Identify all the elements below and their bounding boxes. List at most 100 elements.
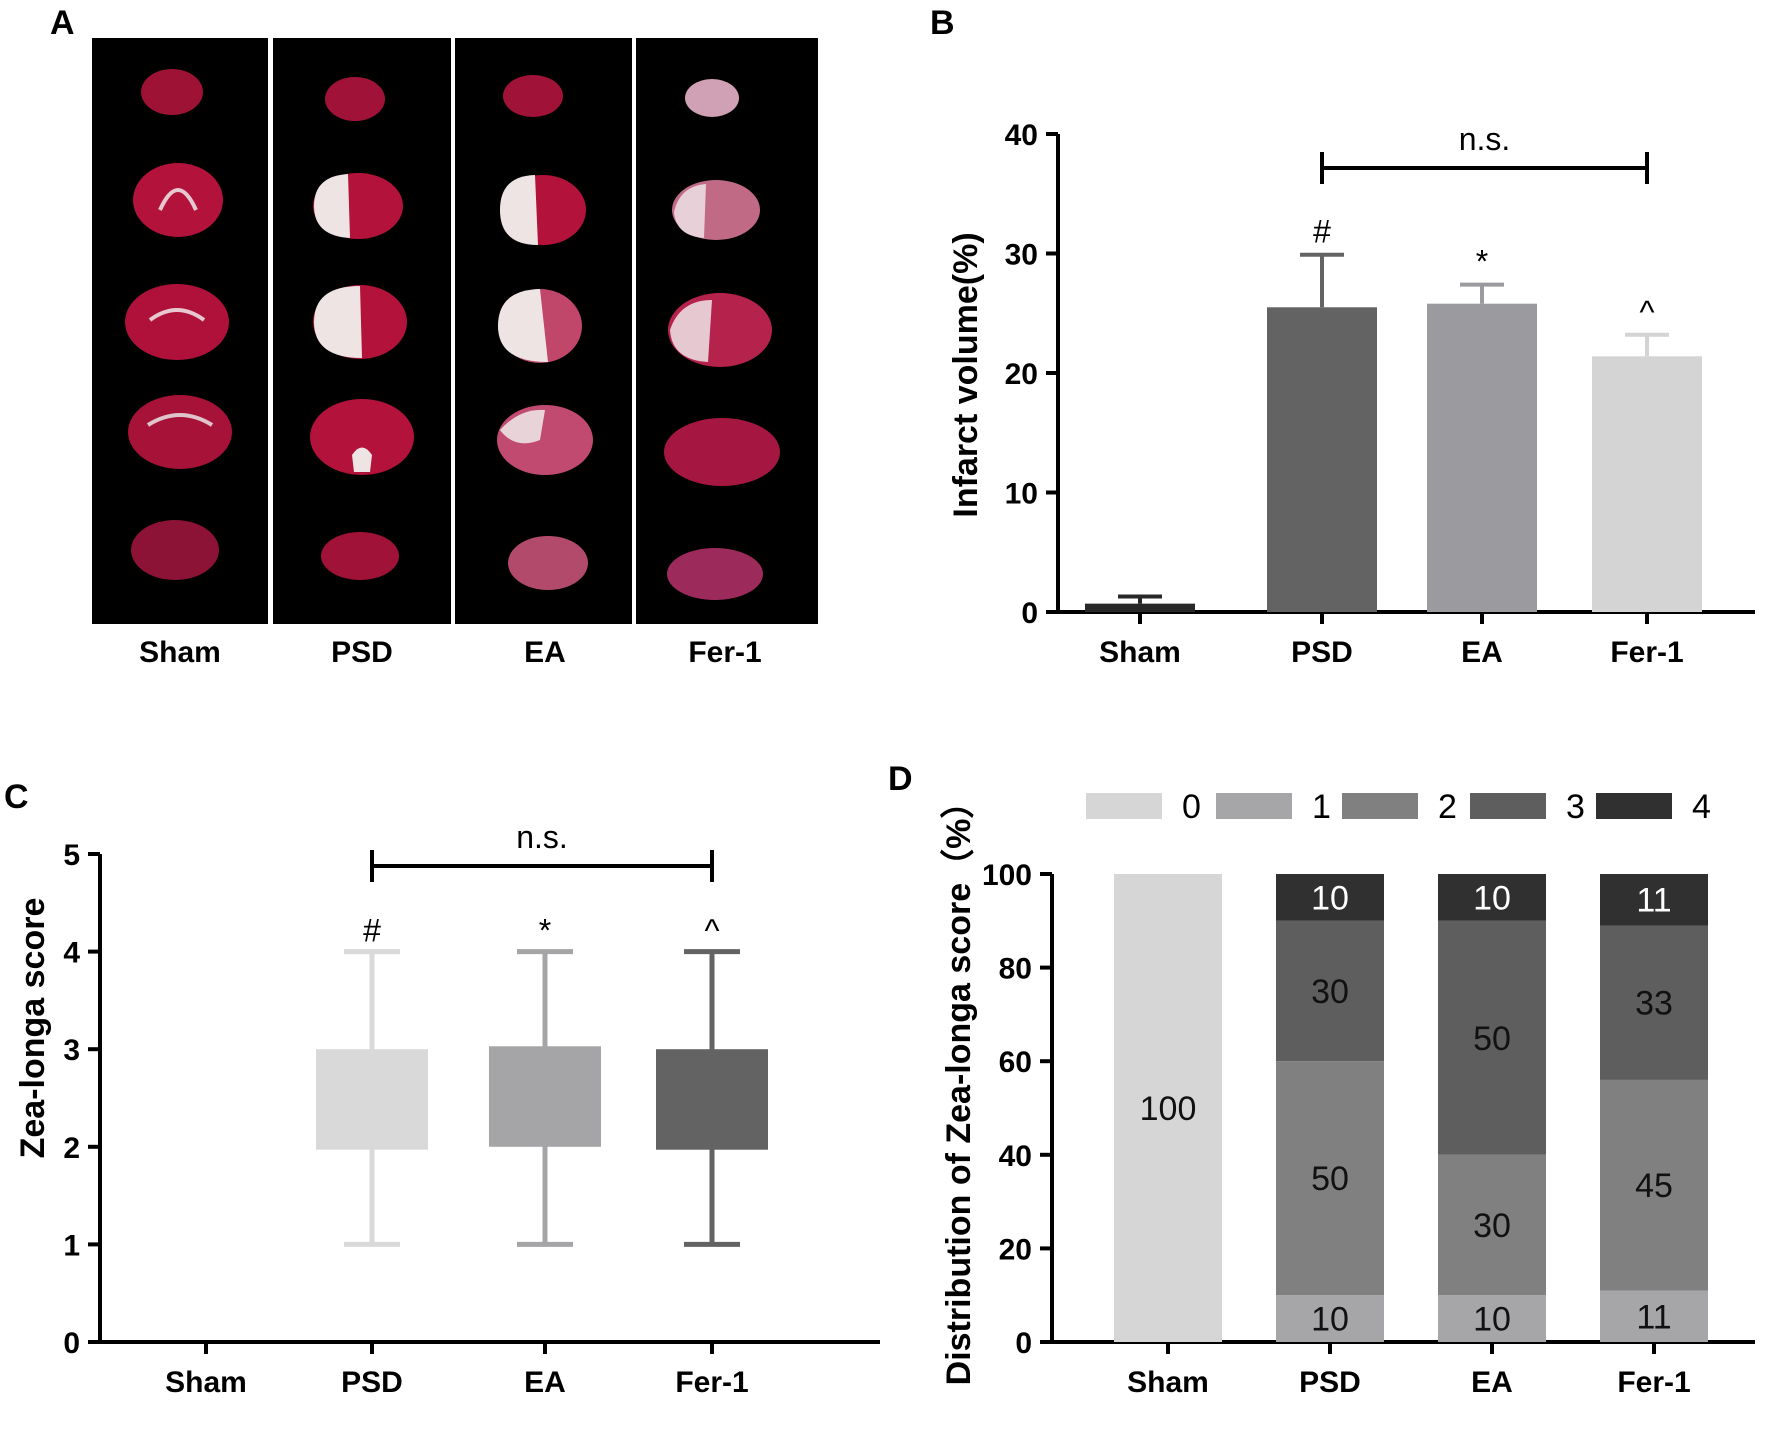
slice-set-ea (497, 75, 593, 590)
legend-label: 1 (1312, 788, 1331, 826)
photo-group-label-psd: PSD (331, 636, 393, 669)
segment-value-label: 30 (1311, 973, 1349, 1011)
brain-slice (325, 77, 385, 121)
bracket-label: n.s. (516, 819, 568, 855)
legend-label: 0 (1182, 788, 1201, 826)
box (489, 1046, 601, 1147)
stack-segment (1276, 874, 1384, 921)
x-tick-label: EA (1461, 636, 1503, 669)
brain-slice-highlight (148, 308, 206, 322)
segment-value-label: 11 (1636, 1298, 1671, 1336)
panel-label-d: D (888, 760, 913, 798)
brain-slice (508, 536, 588, 590)
segment-value-label: 100 (1140, 1090, 1197, 1128)
y-tick-label: 80 (999, 953, 1032, 986)
bars: # * ^ n.s. (1085, 121, 1702, 612)
panel-label-c: C (4, 778, 29, 816)
brain-slice (321, 532, 399, 580)
panel-label-a: A (50, 4, 75, 42)
y-tick-label: 0 (1021, 597, 1038, 630)
segment-value-label: 10 (1311, 1301, 1349, 1339)
x-tick-label: EA (524, 1366, 566, 1399)
photo-group-label-fer1: Fer-1 (688, 636, 761, 669)
boxes: # * ^ n.s. (316, 819, 768, 1247)
y-tick-label: 40 (999, 1140, 1032, 1173)
stack-segment (1114, 874, 1222, 1342)
significance-mark: * (1476, 244, 1488, 280)
brain-slice (131, 520, 219, 580)
infarct-area (352, 447, 372, 472)
infarct-area (674, 184, 706, 238)
significance-mark: # (1313, 214, 1331, 250)
bracket-label: n.s. (1459, 121, 1511, 157)
significance-mark: ^ (1639, 294, 1654, 330)
y-tick-label: 40 (1005, 119, 1038, 152)
segment-value-label: 50 (1311, 1160, 1349, 1198)
x-tick-label: PSD (341, 1366, 403, 1399)
infarct-area (498, 289, 548, 362)
infarct-area (670, 300, 712, 362)
stack-segment (1600, 874, 1708, 926)
slice-set-sham (125, 69, 232, 580)
stack-segment (1438, 920, 1546, 1155)
legend-swatch (1216, 793, 1292, 819)
significance-mark: ^ (704, 913, 719, 949)
stack-segment (1438, 874, 1546, 921)
legend-swatch (1470, 793, 1546, 819)
y-tick-label: 100 (982, 859, 1032, 892)
legend-swatch (1086, 793, 1162, 819)
bar (1267, 307, 1377, 612)
y-tick-label: 4 (63, 937, 80, 970)
stack-segment (1276, 1061, 1384, 1296)
y-tick-label: 30 (1005, 239, 1038, 272)
y-tick-label: 60 (999, 1046, 1032, 1079)
stack-segment (1438, 1154, 1546, 1296)
legend-swatch (1596, 793, 1672, 819)
y-tick-label: 10 (1005, 478, 1038, 511)
x-tick-label: Fer-1 (675, 1366, 748, 1399)
infarct-area (500, 175, 538, 245)
slice-set-fer1 (664, 79, 780, 600)
significance-mark: # (363, 913, 381, 949)
segment-value-label: 10 (1311, 879, 1349, 917)
axes: 0 20 40 60 80 100 Sham PSD EA Fer-1 (982, 859, 1755, 1399)
stack-segment (1600, 925, 1708, 1080)
y-tick-label: 20 (999, 1233, 1032, 1266)
stack-segment (1438, 1295, 1546, 1342)
legend-label: 3 (1566, 788, 1585, 826)
zea-longa-box-plot: Zea-longa score 0 1 2 3 4 5 Sham PSD EA Fer-1 # * ^… (14, 819, 880, 1399)
legend-swatch (1342, 793, 1418, 819)
panel-label-b: B (930, 4, 955, 42)
legend-label: 2 (1438, 788, 1457, 826)
segment-value-label: 10 (1473, 1301, 1511, 1339)
y-tick-label: 1 (63, 1229, 80, 1262)
slice-set-psd (310, 77, 414, 580)
brain-slice (667, 548, 763, 600)
infarct-area (314, 174, 350, 238)
legend-label: 4 (1692, 788, 1711, 826)
x-tick-label: Fer-1 (1617, 1366, 1690, 1399)
y-tick-label: 20 (1005, 358, 1038, 391)
stacked-bars: 100 10 50 30 10 10 30 50 10 11 45 33 11 (1114, 874, 1708, 1342)
x-tick-label: Sham (165, 1366, 247, 1399)
bar (1085, 603, 1195, 612)
infarct-area (500, 409, 545, 444)
stack-segment (1276, 920, 1384, 1062)
segment-value-label: 33 (1635, 985, 1673, 1023)
y-tick-label: 3 (63, 1034, 80, 1067)
stack-segment (1276, 1295, 1384, 1342)
y-axis-title: Distribution of Zea-longa score（%） (939, 785, 978, 1386)
bar (1592, 356, 1702, 612)
legend: 0 1 2 3 4 (1086, 788, 1711, 826)
photo-group-label-ea: EA (524, 636, 566, 669)
y-axis-title: Zea-longa score (14, 898, 52, 1159)
y-tick-label: 2 (63, 1132, 80, 1165)
brain-slice (133, 163, 223, 237)
y-axis-title: Infarct volume(%) (947, 232, 985, 517)
axes: 0 1 2 3 4 5 Sham PSD EA Fer-1 (63, 839, 880, 1399)
x-tick-label: EA (1471, 1366, 1513, 1399)
infarct-area (314, 286, 362, 358)
x-tick-label: Fer-1 (1610, 636, 1683, 669)
brain-slice-photo-grid: Sham PSD EA Fer-1 (92, 38, 818, 669)
